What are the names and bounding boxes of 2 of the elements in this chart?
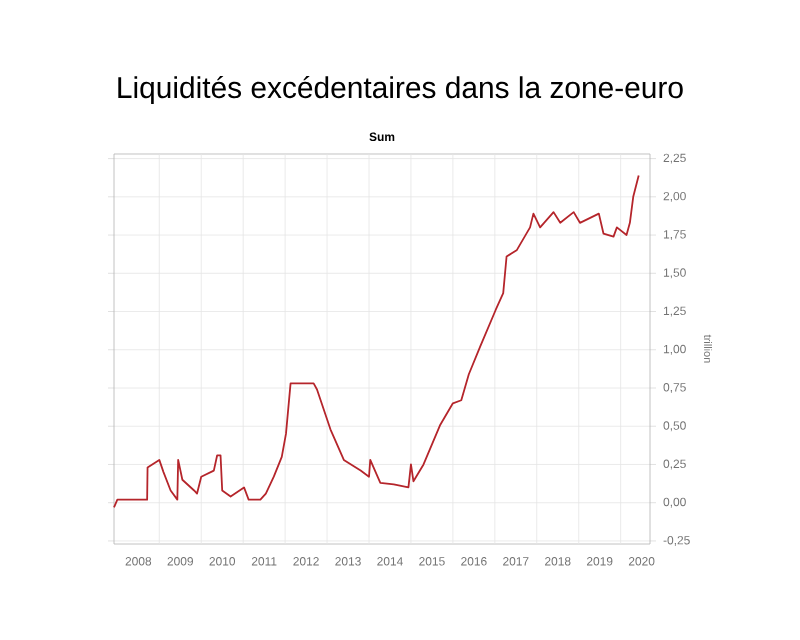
line-series bbox=[113, 174, 640, 509]
chart-title: Liquidités excédentaires dans la zone-euro bbox=[118, 75, 683, 105]
